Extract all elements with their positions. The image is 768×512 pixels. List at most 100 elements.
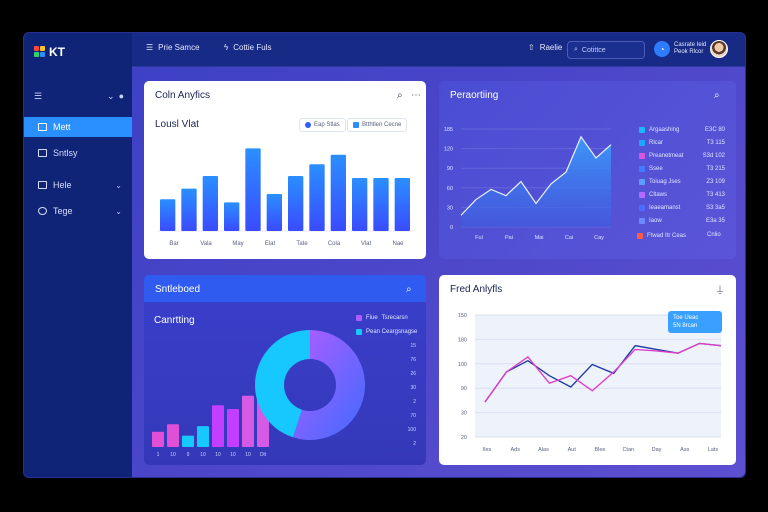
legend-swatch — [639, 218, 645, 224]
tooltip-line: Toe Ueac — [673, 315, 699, 321]
search-icon[interactable]: ⌕ — [406, 284, 412, 295]
tick-label: Pai — [505, 235, 513, 241]
bolt-icon: ϟ — [224, 43, 229, 52]
tick-label: Tate — [296, 241, 308, 247]
nav-cottie-fuls[interactable]: ϟ Cottie Fuls — [224, 43, 271, 52]
search-placeholder: Cotittce — [581, 46, 606, 54]
legend-label: Pean Ceargsnagse — [366, 329, 418, 335]
sntleboed-card: Sntleboed ⌕ Canrtting Fiue Tsrecarsn Pea… — [144, 275, 426, 465]
avatar[interactable] — [710, 40, 729, 58]
tick-label: Ful — [475, 235, 483, 241]
legend-label: Ssee — [649, 166, 663, 172]
legend-swatch — [639, 192, 645, 198]
legend-value: E3a 35 — [705, 218, 725, 224]
tick-label: 30 — [461, 411, 467, 417]
sidebar-controls: ☰ ⌄ ● — [34, 88, 124, 104]
legend-label: Btthtlen Cecne — [362, 122, 402, 128]
tick-label: 90 — [447, 166, 453, 172]
tick-label: May — [232, 241, 243, 247]
bar — [160, 199, 176, 231]
top-header: ☰ Prie Samce ϟ Cottie Fuls ⇧ Raelie ⌕ Co… — [132, 33, 745, 67]
tick-label: Mai — [535, 235, 544, 241]
legend-footer-value: Cnlio — [707, 232, 721, 238]
user-area[interactable]: ◔ Casrate Ieid Peok Rlcor — [654, 40, 729, 58]
tick-label: Cola — [328, 241, 341, 247]
bar — [242, 395, 254, 447]
legend-swatch — [639, 179, 645, 185]
tick-label: Vala — [200, 241, 212, 247]
tick-label: 76 — [410, 357, 416, 363]
bar — [227, 409, 239, 447]
bar — [373, 178, 389, 231]
sidebar-item-mett[interactable]: Mett — [24, 117, 132, 137]
card-title: Sntleboed — [155, 284, 201, 295]
tick-label: Lats — [708, 447, 719, 453]
sidebar-item-hele[interactable]: Hele ⌄ — [24, 175, 132, 195]
tick-label: Vlat — [361, 241, 372, 247]
legend-pill-2[interactable]: Btthtlen Cecne — [347, 118, 408, 132]
tick-label: Iles — [483, 447, 492, 453]
legend-item: Argaashing E3C 80 — [639, 127, 725, 133]
legend-item: Toiuag Jses Z3 109 — [639, 179, 725, 185]
legend-value: Tsrecarsn — [381, 315, 408, 321]
nav-prie-samce[interactable]: ☰ Prie Samce — [146, 43, 200, 52]
legend-swatch — [639, 166, 645, 172]
bar — [167, 424, 179, 447]
tooltip: Toe Ueac 5N 8rcan — [668, 311, 722, 333]
card-subtitle: Canrtting — [154, 315, 195, 326]
legend-swatch — [353, 122, 359, 128]
legend-swatch — [639, 140, 645, 146]
search-icon[interactable]: ⌕ — [714, 90, 720, 101]
bar — [152, 431, 164, 447]
card-header — [144, 275, 426, 302]
tick-label: 1 — [157, 452, 160, 458]
tick-label: 2 — [413, 441, 416, 447]
chevron-down-icon[interactable]: ⌄ — [107, 90, 115, 101]
tick-label: 10 — [230, 452, 236, 458]
sidebar: KT ☰ ⌄ ● Mett Sntlsy Hele ⌄ Tege ⌄ — [24, 33, 132, 477]
tick-label: Blee — [594, 447, 605, 453]
grid-icon — [38, 181, 47, 189]
logo-icon — [34, 46, 46, 58]
legend-label: Argaashing — [649, 127, 680, 133]
bar — [352, 178, 368, 231]
card-title: Peraortiing — [450, 90, 499, 101]
bar — [309, 164, 325, 231]
tick-label: 30 — [410, 385, 416, 391]
tick-label: 180 — [458, 337, 467, 343]
tick-label: 90 — [461, 386, 467, 392]
legend-swatch — [639, 153, 645, 159]
fred-anlyfls-card: Fred Anlyfls ⍊ 150 180 100 90 30 20 Iles Ads Ala… — [439, 275, 736, 465]
legend-pill-1[interactable]: Eap Stlas — [299, 118, 346, 132]
bar — [202, 175, 218, 231]
settings-icon[interactable]: ● — [118, 90, 124, 101]
bar — [245, 148, 261, 231]
tick-label: Elat — [265, 241, 276, 247]
legend-label: Iaow — [649, 218, 662, 224]
tick-label: Dlt — [260, 452, 267, 458]
legend-item: Iaow E3a 35 — [639, 218, 725, 224]
tag-icon — [38, 207, 47, 215]
notification-icon[interactable]: ◔ — [654, 41, 670, 57]
tick-label: 120 — [444, 147, 453, 153]
legend-label: Eap Stlas — [314, 122, 340, 128]
tick-label: 185 — [444, 127, 453, 133]
search-icon: ⌕ — [574, 46, 578, 53]
legend-label: Cltaws — [649, 192, 668, 198]
menu-icon[interactable]: ☰ — [34, 90, 43, 101]
logo[interactable]: KT — [34, 41, 65, 63]
sidebar-item-sntlsy[interactable]: Sntlsy — [24, 143, 132, 163]
legend-swatch — [639, 127, 645, 133]
share-icon: ⇧ — [528, 43, 535, 52]
pin-icon[interactable]: ⍊ — [717, 284, 723, 295]
tick-label: Day — [652, 447, 662, 453]
bar — [224, 202, 240, 231]
search-input[interactable]: ⌕ Cotittce — [567, 41, 645, 59]
bar-chart: Bar Vala May Elat Tate Cola Vlat Nae — [158, 148, 414, 247]
line-chart: 150 180 100 90 30 20 Iles Ads Alas Aut Blee Ctan Day… — [458, 313, 722, 453]
search-icon[interactable]: ⌕ — [397, 90, 403, 101]
more-icon[interactable]: ⋯ — [411, 90, 421, 101]
header-link[interactable]: ⇧ Raelie — [528, 43, 562, 52]
app-window: KT ☰ ⌄ ● Mett Sntlsy Hele ⌄ Tege ⌄ — [23, 32, 746, 478]
sidebar-item-tege[interactable]: Tege ⌄ — [24, 201, 132, 221]
